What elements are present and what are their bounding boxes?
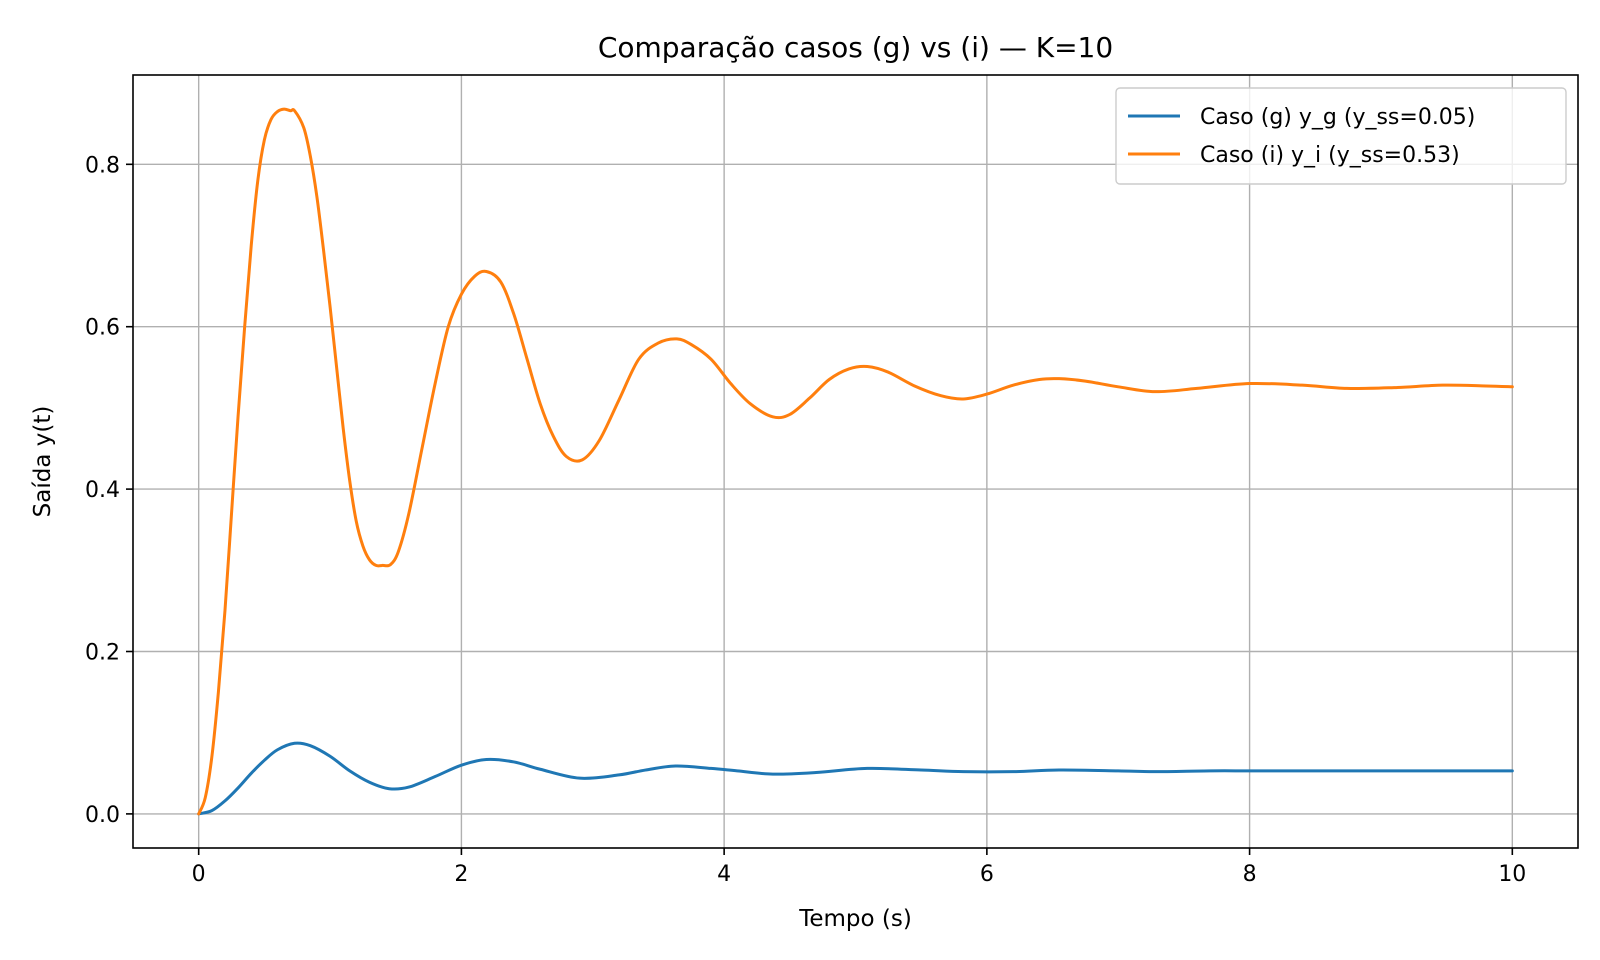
y-tick-label: 0.4 <box>85 478 120 503</box>
series-layer <box>197 107 1514 816</box>
x-tick-label: 10 <box>1498 862 1526 887</box>
legend-box <box>1115 87 1567 185</box>
legend-label-1: Caso (g) y_g (y_ss=0.05) <box>1200 105 1475 130</box>
x-tick-label: 6 <box>980 862 994 887</box>
x-tick-label: 4 <box>717 862 731 887</box>
series-line-2 <box>197 107 1514 816</box>
ticks: 0 2 4 6 8 10 0.0 0.2 0.4 0.6 0.8 <box>85 153 1526 887</box>
x-tick-label: 0 <box>192 862 206 887</box>
series-line-1 <box>197 741 1514 816</box>
chart-title: Comparação casos (g) vs (i) — K=10 <box>598 31 1113 64</box>
plot-frame <box>132 74 1579 849</box>
y-axis-label: Saída y(t) <box>30 406 56 518</box>
x-tick-label: 8 <box>1243 862 1257 887</box>
legend: Caso (g) y_g (y_ss=0.05) Caso (i) y_i (y_… <box>1115 87 1567 185</box>
y-tick-label: 0.6 <box>85 316 120 341</box>
legend-label-2: Caso (i) y_i (y_ss=0.53) <box>1200 143 1460 168</box>
x-tick-label: 2 <box>454 862 468 887</box>
x-axis-label: Tempo (s) <box>798 906 912 932</box>
y-tick-label: 0.0 <box>85 803 120 828</box>
y-tick-label: 0.2 <box>85 641 120 666</box>
y-tick-label: 0.8 <box>85 153 120 178</box>
